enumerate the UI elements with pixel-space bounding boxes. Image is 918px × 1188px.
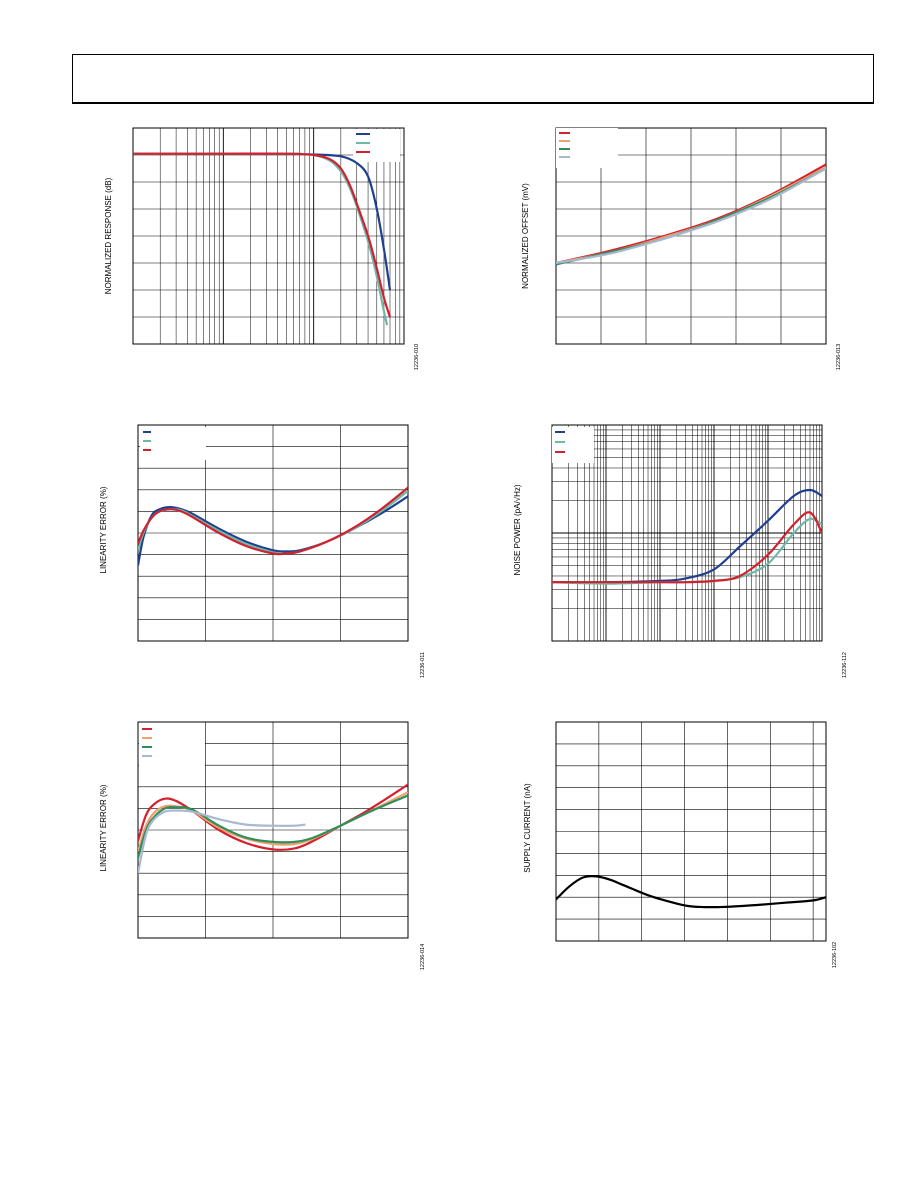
chart-ylabel: NOISE POWER (pA/√Hz) [513,484,522,575]
chart-figure-code: 12236-102 [832,942,838,968]
chart-3: LINEARITY ERROR (%) 12236-011 [99,424,426,678]
chart-1: NORMALIZED RESPONSE (dB) 12236-010 [104,127,420,370]
page-header [72,54,874,102]
chart-ylabel: NORMALIZED RESPONSE (dB) [104,177,113,294]
chart-figure-code: 12236-112 [842,652,848,678]
chart-figure-code: 12236-013 [836,344,842,370]
chart-2: NORMALIZED OFFSET (mV) 12236-013 [521,127,842,370]
chart-ylabel: LINEARITY ERROR (%) [99,486,108,573]
chart-figure-code: 12236-011 [420,652,426,678]
chart-ylabel: SUPPLY CURRENT (nA) [523,783,532,873]
series-line-1 [552,488,822,584]
series-line-1 [556,875,826,909]
series-line-4 [556,167,826,265]
series-line-4 [138,809,306,874]
chart-plot-frame [137,424,409,642]
chart-grid [555,721,826,942]
series-line-1 [133,152,392,291]
chart-plot-frame [132,127,405,345]
chart-6: SUPPLY CURRENT (nA) 12236-102 [523,721,838,968]
chart-plot-frame [137,721,409,939]
chart-figure-code: 12236-014 [420,944,426,970]
chart-plot-frame [555,127,827,345]
chart-figure-code: 12236-010 [414,344,420,370]
header-bottom-rule [72,102,874,104]
chart-ylabel: NORMALIZED OFFSET (mV) [521,183,530,289]
series-line-3 [138,486,408,556]
header-top-rule [72,54,874,55]
chart-5: LINEARITY ERROR (%) 12236-014 [99,721,426,970]
series-line-2 [133,152,389,326]
series-line-3 [552,511,822,584]
series-line-3 [133,152,392,318]
chart-ylabel: LINEARITY ERROR (%) [99,784,108,871]
series-line-2 [552,517,822,585]
chart-plot-frame [555,721,827,942]
series-line-3 [138,794,408,859]
series-line-1 [556,163,826,265]
chart-4: NOISE POWER (pA/√Hz) 12236-112 [513,424,848,678]
